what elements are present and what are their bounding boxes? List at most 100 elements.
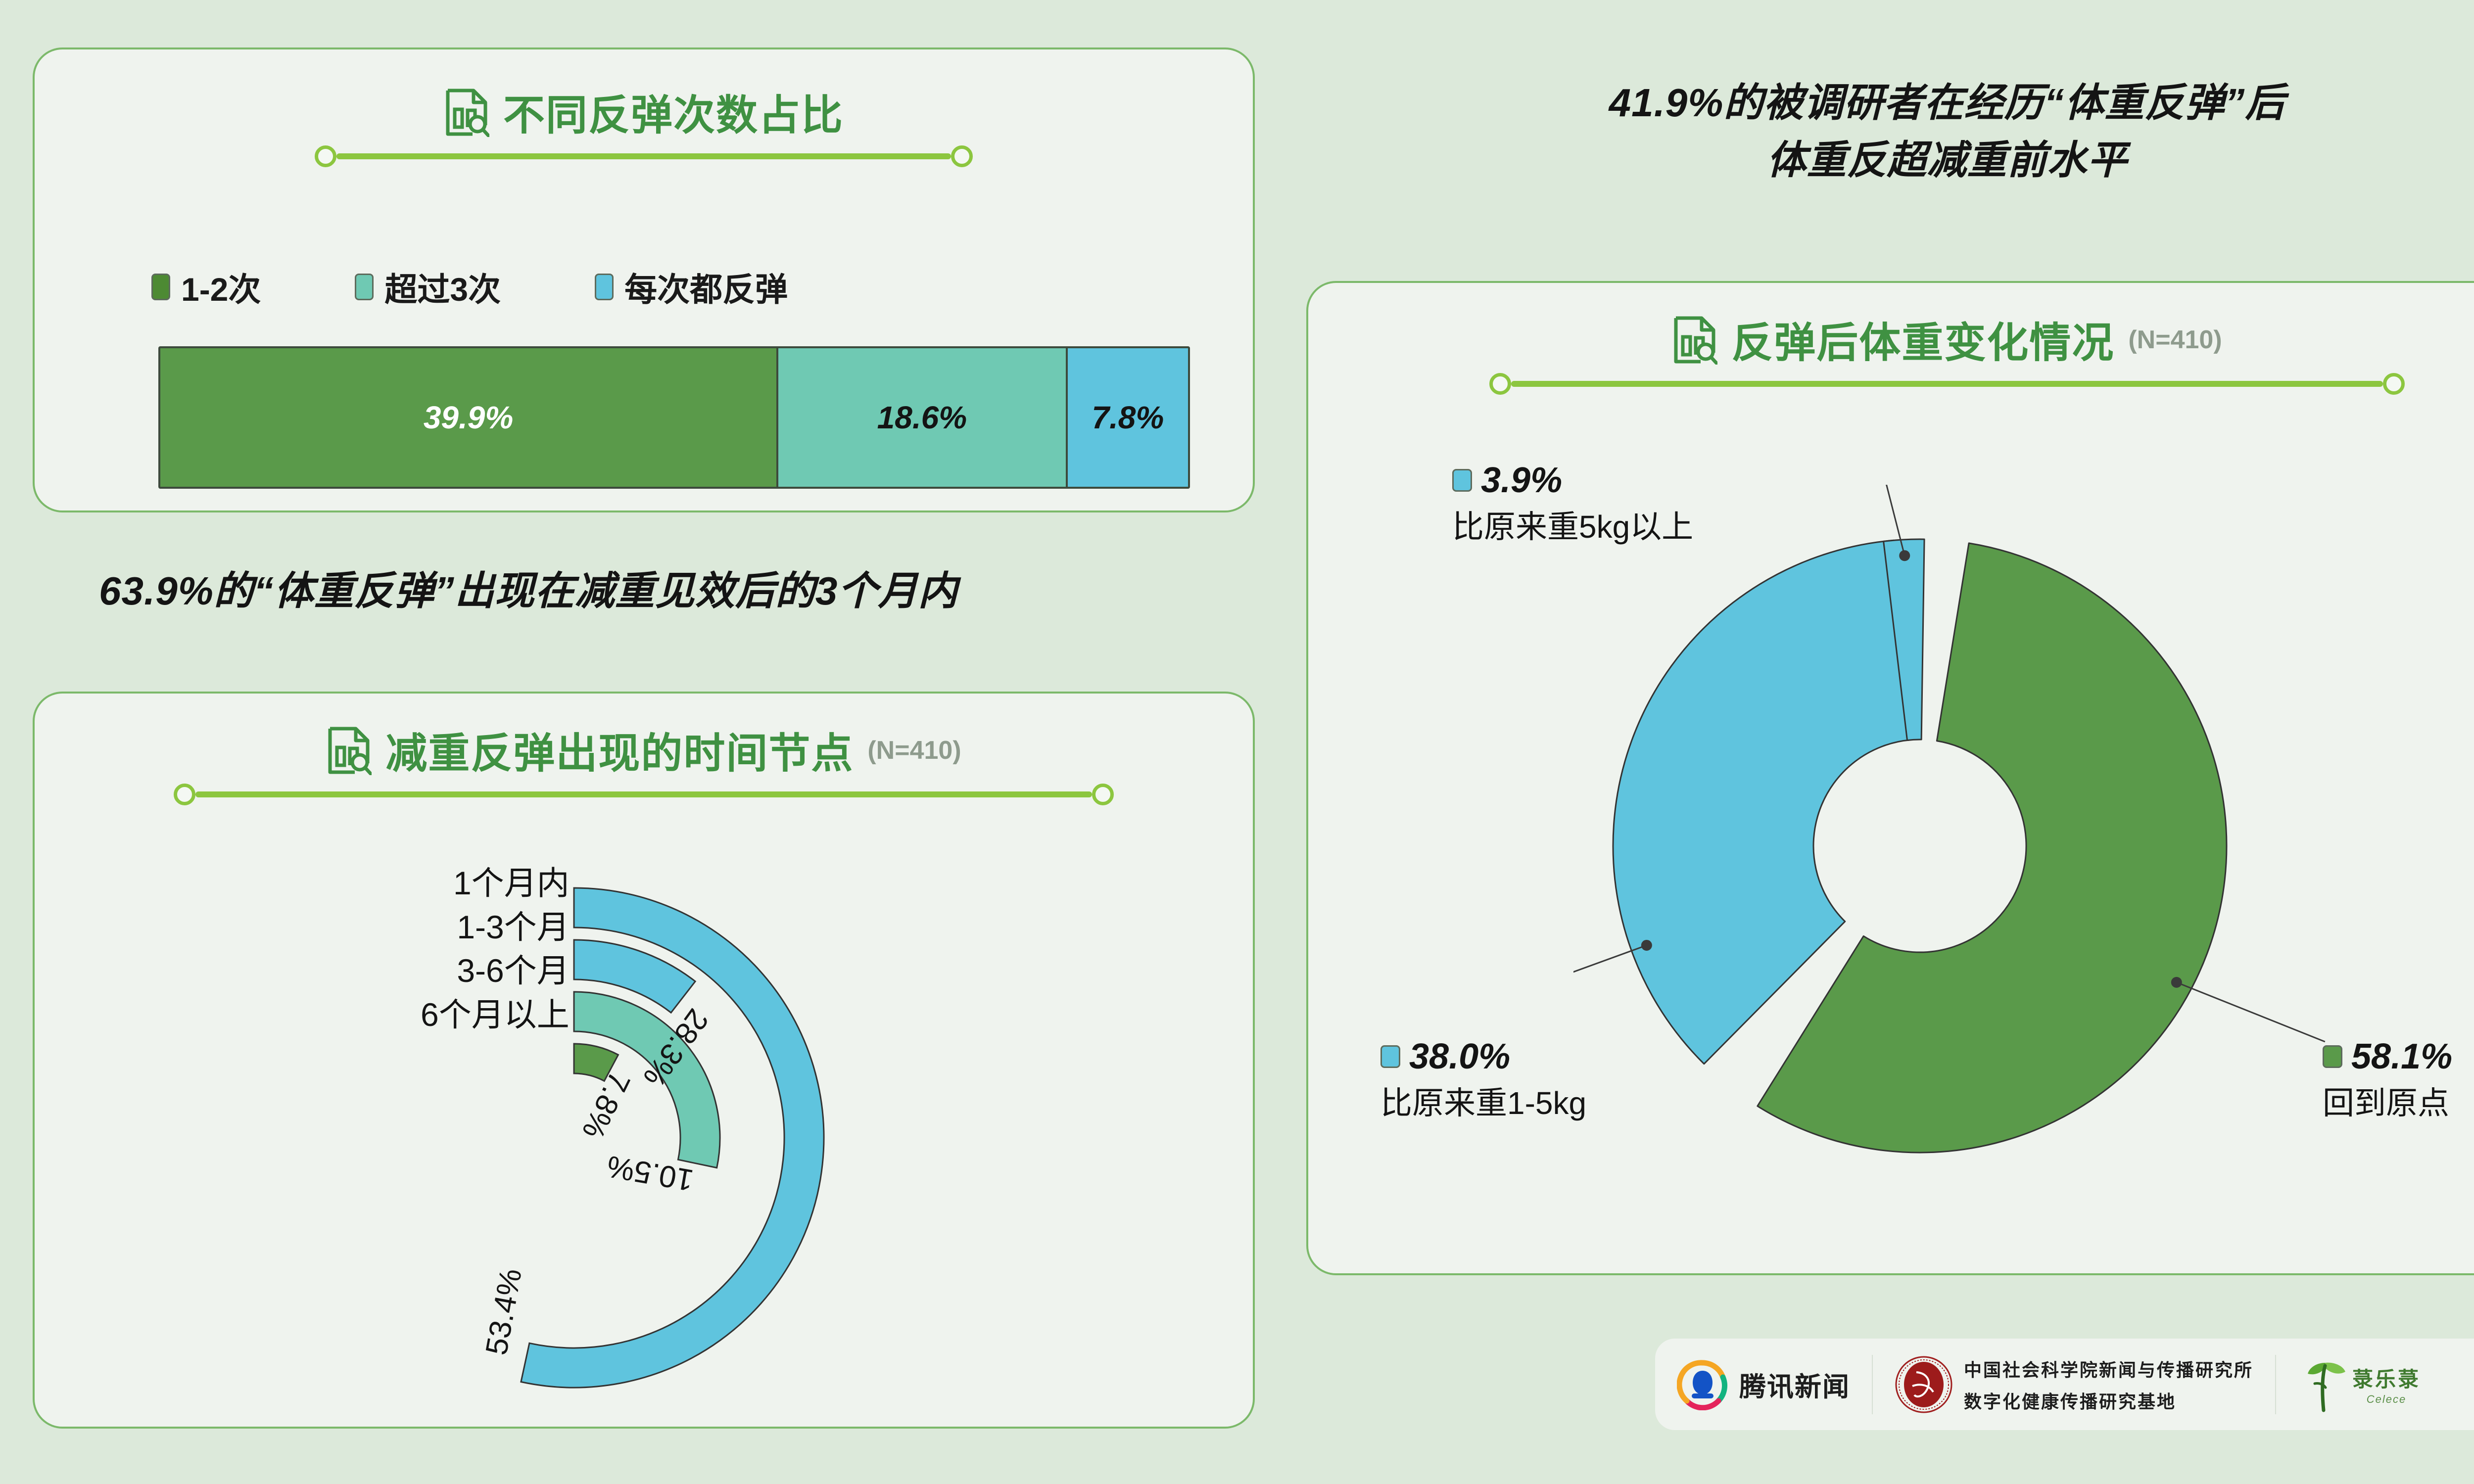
callout-percent: 3.9% (1481, 461, 1563, 500)
radial-arc-1个月内 (520, 887, 825, 1389)
callout-description: 比原来重5kg以上 (1452, 509, 1694, 545)
footer-celece-cn: 菉乐菉 (2352, 1368, 2421, 1391)
title-rule-knob-right (951, 145, 973, 167)
callout-head: 38.0% (1380, 1036, 1586, 1077)
footer-cass-text: 中国社会科学院新闻与传播研究所 数字化健康传播研究基地 (1964, 1356, 2253, 1413)
headline-weight-line1: 41.9%的被调研者在经历“体重反弹”后 (1609, 81, 2285, 125)
footer-celece: 菉乐菉 Celece (2276, 1355, 2442, 1414)
title-rule-knob-right (2383, 373, 2405, 395)
donut-leader-line (1886, 485, 1905, 556)
card-title-row: 反弹后体重变化情况 (N=410) (1672, 310, 2222, 370)
donut-chart (1573, 485, 2326, 1154)
donut-leader-line (1573, 944, 1647, 973)
legend-label: 超过3次 (384, 271, 501, 308)
radial-arc-value-label: 7.8% (575, 1067, 637, 1144)
radial-arc-6个月以上 (573, 1043, 619, 1082)
donut-leader-line (2176, 981, 2326, 1043)
title-rule-bar (336, 153, 951, 159)
radial-label-4: 6个月以上 (421, 996, 570, 1033)
footer-logos: 腾讯新闻 中国社会科学院新闻与传播研究所 数字化健康传播研究基地 (1655, 1339, 2474, 1430)
footer-celece-en: Celece (2366, 1393, 2407, 1405)
card-title: 反弹后体重变化情况 (1731, 320, 2115, 366)
legend: 1-2次 超过3次 每次都反弹 (151, 263, 788, 311)
title-rule-knob-right (1092, 784, 1114, 805)
card-title-sample-size: (N=410) (2128, 325, 2222, 354)
radial-label-2: 1-3个月 (457, 908, 570, 945)
donut-callout-5kg-plus: 3.9% 比原来重5kg以上 (1452, 460, 1693, 547)
callout-swatch-icon (2323, 1045, 2342, 1068)
footer-divider (1872, 1354, 1873, 1414)
document-search-icon (446, 89, 489, 137)
legend-label: 每次都反弹 (624, 271, 788, 308)
radial-label-1: 1个月内 (453, 865, 570, 901)
card-title: 不同反弹次数占比 (503, 92, 844, 139)
callout-swatch-icon (1380, 1045, 1400, 1068)
donut-slice-比原来重1-5kg (1612, 539, 1912, 1065)
card-title: 减重反弹出现的时间节点 (385, 730, 854, 777)
legend-label: 1-2次 (181, 271, 261, 308)
donut-callout-1-5kg: 38.0% 比原来重1-5kg (1380, 1036, 1586, 1123)
legend-swatch-icon (151, 274, 170, 300)
title-rule-knob-left (174, 784, 195, 805)
radial-arc-3-6个月 (573, 991, 721, 1169)
radial-chart-labels: 1个月内 1-3个月 3-6个月 6个月以上 (421, 863, 570, 1034)
footer-divider (2275, 1354, 2277, 1414)
card-title-row: 不同反弹次数占比 (444, 82, 844, 142)
card-title-sample-size: (N=410) (867, 736, 961, 765)
title-rule (1489, 372, 2405, 395)
stacked-bar-chart: 39.9% 18.6% 7.8% (158, 346, 1190, 489)
title-rule (174, 783, 1114, 806)
card-timing-header: 减重反弹出现的时间节点 (N=410) (35, 720, 1253, 806)
footer-cass-line2: 数字化健康传播研究基地 (1964, 1391, 2177, 1412)
headline-weight: 41.9%的被调研者在经历“体重反弹”后 体重反超减重前水平 (1306, 74, 2474, 189)
donut-slice-回到原点 (1757, 542, 2228, 1154)
title-rule-knob-left (315, 145, 336, 167)
celece-leaf-logo (2308, 1362, 2346, 1412)
footer-cass-line1: 中国社会科学院新闻与传播研究所 (1964, 1359, 2254, 1380)
donut-leader-dot (1899, 550, 1910, 561)
donut-callout-back-to-origin: 58.1% 回到原点 (2323, 1036, 2452, 1123)
callout-percent: 38.0% (1409, 1037, 1511, 1076)
card-rebound-count-header: 不同反弹次数占比 (35, 82, 1253, 168)
donut-leader-dot (2171, 976, 2182, 988)
radial-arc-1-3个月 (573, 939, 697, 1014)
callout-swatch-icon (1452, 469, 1472, 492)
radial-label-3: 3-6个月 (457, 952, 570, 989)
stacked-bar-segment: 18.6% (778, 348, 1068, 487)
legend-item-every-time: 每次都反弹 (595, 263, 788, 311)
headline-weight-line2: 体重反超减重前水平 (1766, 138, 2128, 182)
stacked-bar-segment: 39.9% (160, 348, 779, 487)
legend-swatch-icon (355, 274, 374, 300)
footer-tencent: 腾讯新闻 (1655, 1355, 1872, 1414)
card-rebound-count: 不同反弹次数占比 1-2次 超过3次 每次都反弹 39.9% (33, 47, 1255, 512)
stacked-bar-segment: 7.8% (1067, 348, 1188, 487)
document-search-icon (328, 727, 372, 775)
legend-item-1-2: 1-2次 (151, 263, 261, 311)
footer-celece-text: 菉乐菉 Celece (2352, 1363, 2421, 1406)
callout-percent: 58.1% (2351, 1037, 2453, 1076)
headline-timing: 63.9%的“体重反弹”出现在减重见效后的3个月内 (99, 569, 958, 613)
radial-arc-value-label: 53.4% (479, 1266, 528, 1357)
footer-cass: 中国社会科学院新闻与传播研究所 数字化健康传播研究基地 (1873, 1355, 2275, 1414)
donut-leader-dot (1641, 939, 1652, 951)
card-title-row: 减重反弹出现的时间节点 (N=410) (326, 720, 961, 780)
radial-bar-chart: 53.4%28.3%10.5%7.8% (479, 887, 825, 1389)
title-rule-knob-left (1489, 373, 1511, 395)
legend-swatch-icon (595, 274, 614, 300)
document-search-icon (1674, 316, 1718, 365)
callout-description: 比原来重1-5kg (1380, 1085, 1587, 1121)
footer-tencent-name: 腾讯新闻 (1739, 1372, 1850, 1402)
title-rule-bar (195, 791, 1092, 797)
cass-seal-logo (1895, 1356, 1952, 1413)
callout-head: 58.1% (2323, 1036, 2452, 1077)
legend-item-over-3: 超过3次 (355, 263, 501, 311)
callout-head: 3.9% (1452, 460, 1693, 501)
card-weight-header: 反弹后体重变化情况 (N=410) (1308, 310, 2474, 395)
title-rule-bar (1511, 381, 2383, 387)
callout-description: 回到原点 (2323, 1085, 2449, 1121)
card-timing: 减重反弹出现的时间节点 (N=410) (33, 692, 1255, 1429)
tencent-news-logo (1677, 1359, 1727, 1410)
title-rule (315, 145, 973, 168)
donut-slice-比原来重5kg以上 (1883, 538, 1925, 742)
